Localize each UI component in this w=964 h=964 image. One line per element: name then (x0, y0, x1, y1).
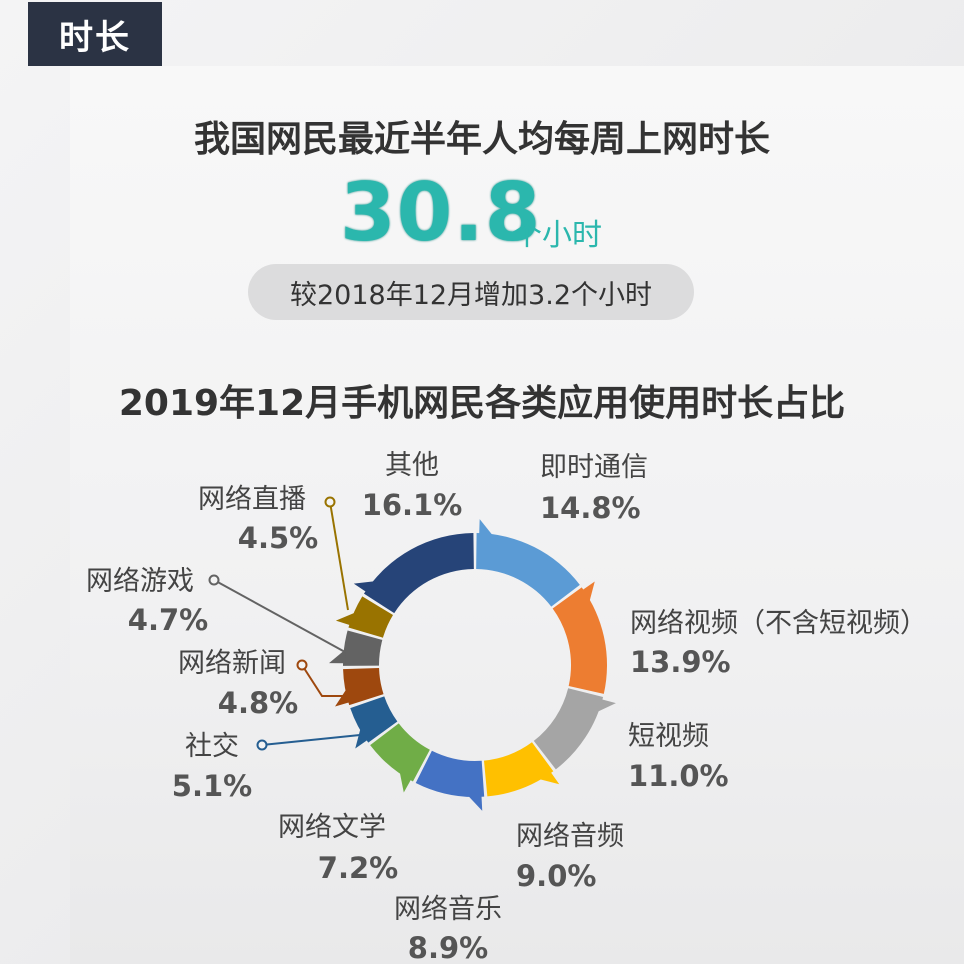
slice-label-2: 网络视频（不含短视频） (630, 608, 927, 639)
donut-slice-11 (363, 533, 474, 614)
slice-label-4: 网络音频 (516, 821, 624, 852)
slice-pointer-9 (329, 649, 346, 664)
slice-label-10: 网络直播 (198, 484, 306, 515)
slice-value-10: 4.5% (238, 521, 318, 555)
headline: 我国网民最近半年人均每周上网时长 (193, 119, 770, 160)
slice-value-2: 13.9% (630, 645, 731, 679)
hours-unit: 个小时 (512, 218, 602, 253)
donut-slice-2 (552, 587, 607, 694)
slice-pointer-10 (335, 612, 357, 626)
slice-pointer-1 (479, 519, 494, 537)
leader-line-7 (261, 734, 361, 746)
donut-slice-10 (348, 596, 394, 638)
donut-slice-6 (370, 723, 430, 782)
chart-title: 2019年12月手机网民各类应用使用时长占比 (118, 383, 846, 424)
slice-pointer-8 (335, 688, 351, 707)
slice-label-5: 网络音乐 (394, 894, 502, 925)
slice-pointer-11 (353, 581, 376, 593)
slice-label-9: 网络游戏 (86, 566, 194, 597)
slice-value-3: 11.0% (628, 759, 729, 793)
slice-value-4: 9.0% (516, 859, 596, 893)
content-panel (70, 66, 964, 964)
donut-slice-1 (476, 533, 580, 607)
slice-label-3: 短视频 (628, 721, 709, 752)
leader-dot-8 (296, 659, 308, 671)
slice-pointer-5 (467, 794, 483, 811)
leader-dot-10 (324, 496, 336, 508)
slice-pointer-3 (595, 698, 616, 713)
slice-pointer-2 (581, 581, 595, 603)
slice-pointer-6 (399, 770, 412, 793)
hours-row: 30.8 个小时 (0, 168, 964, 258)
donut-slice-3 (533, 688, 604, 770)
hours-value: 30.8 (340, 166, 542, 259)
leader-line-8 (301, 664, 350, 697)
slice-label-6: 网络文学 (278, 812, 386, 843)
leader-line-10 (329, 501, 349, 611)
donut-slice-8 (343, 667, 384, 706)
slice-value-5: 8.9% (408, 931, 488, 964)
slice-value-6: 7.2% (318, 851, 398, 885)
slice-value-7: 5.1% (172, 769, 252, 803)
leader-dot-7 (256, 739, 268, 751)
donut-slice-4 (483, 742, 554, 797)
donut-slice-5 (415, 750, 485, 797)
slice-label-1: 即时通信 (540, 452, 648, 483)
section-tag: 时长 (28, 2, 162, 66)
slice-value-8: 4.8% (218, 686, 298, 720)
leader-line-9 (213, 579, 346, 653)
slice-pointer-7 (355, 727, 369, 749)
slice-pointer-4 (537, 771, 560, 785)
slice-value-9: 4.7% (128, 603, 208, 637)
donut-slice-9 (342, 630, 383, 666)
slice-value-11: 16.1% (362, 488, 463, 522)
change-pill: 较2018年12月增加3.2个小时 (248, 264, 694, 320)
leader-dot-9 (208, 574, 220, 586)
slice-label-8: 网络新闻 (178, 648, 286, 679)
slice-label-11: 其他 (385, 450, 439, 481)
slice-value-1: 14.8% (540, 491, 641, 525)
slice-label-7: 社交 (185, 731, 239, 762)
